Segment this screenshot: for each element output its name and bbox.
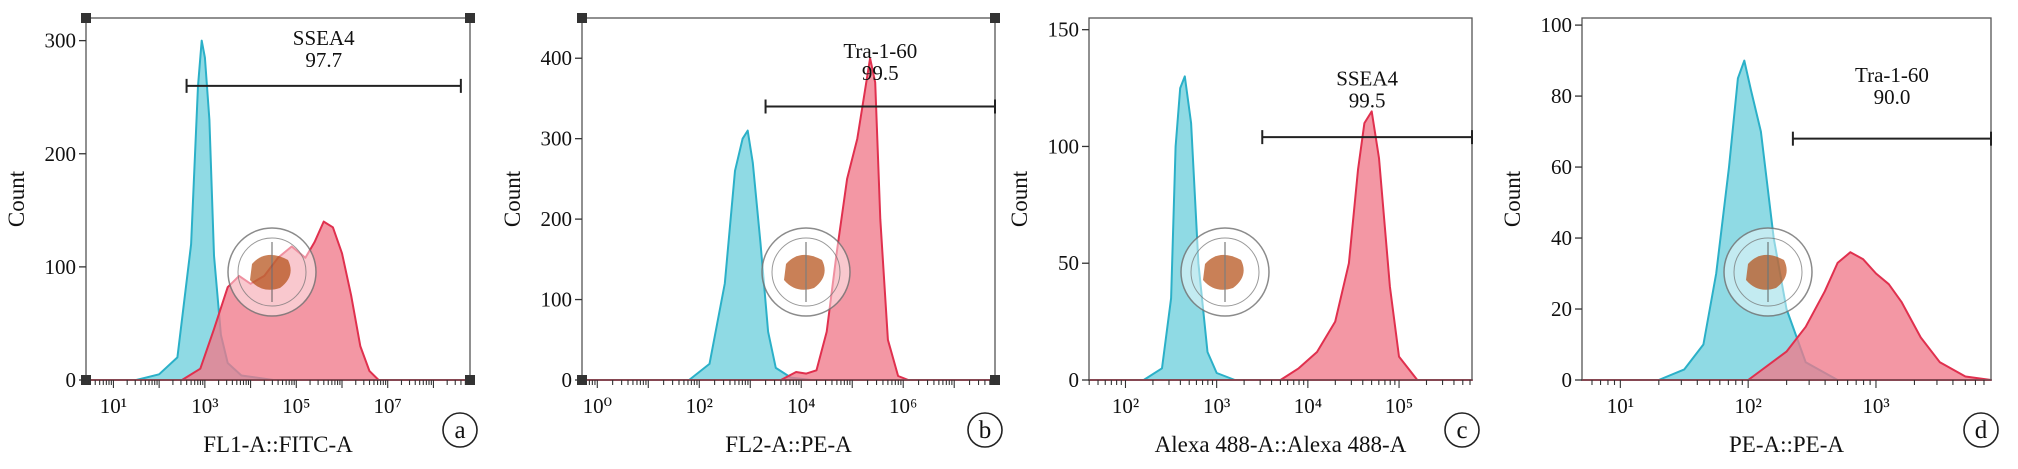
panel-label: b [979,417,992,444]
plot-frame [581,17,996,381]
y-tick-label: 100 [1048,134,1080,158]
gate-value: 99.5 [1349,89,1386,113]
histogram-stained-d [1581,251,1992,381]
histogram-stained-b [581,57,996,381]
seal-watermark-icon [227,227,317,317]
x-tick-label: 10⁷ [374,394,402,418]
y-tick-label: 80 [1551,84,1572,108]
gate-value: 90.0 [1874,85,1911,109]
gate-name: SSEA4 [1336,67,1398,91]
x-tick-label: 10⁴ [787,394,815,418]
y-tick-label: 0 [1562,368,1573,392]
y-tick-label: 100 [541,288,573,312]
y-tick-label: 400 [541,46,573,70]
y-tick-label: 100 [1541,13,1573,37]
histogram-stained-c [1088,110,1473,381]
y-tick-label: 100 [45,255,77,279]
panel-label: d [1975,417,1988,444]
histogram-control-d [1581,59,1992,381]
y-tick-label: 20 [1551,297,1572,321]
y-tick-label: 200 [541,207,573,231]
x-axis-label: FL2-A::PE-A [725,432,852,457]
plot-frame [1088,17,1473,381]
corner-handle [81,13,91,23]
x-tick-label: 10⁴ [1294,394,1322,418]
x-axis-label: FL1-A::FITC-A [203,432,353,457]
histogram-control-c [1088,75,1473,381]
x-tick-label: 10³ [191,394,218,418]
y-tick-label: 300 [541,127,573,151]
y-tick-label: 150 [1048,18,1080,42]
y-axis-label: Count [1500,170,1525,227]
seal-watermark-icon [1180,227,1270,317]
panel-label-circle [1963,412,1999,448]
seal-watermark-icon [1723,227,1813,317]
gate-value: 97.7 [305,48,342,72]
x-tick-label: 10⁵ [282,394,310,418]
x-tick-label: 10¹ [100,394,127,418]
gate-name: Tra-1-60 [843,39,917,63]
y-tick-label: 40 [1551,226,1572,250]
y-tick-label: 60 [1551,155,1572,179]
gate-value: 99.5 [862,61,899,85]
y-axis-label: Count [500,170,525,227]
x-tick-label: 10³ [1862,394,1889,418]
y-axis-label: Count [1007,170,1032,227]
corner-handle [990,13,1000,23]
x-axis-label: Alexa 488-A::Alexa 488-A [1155,432,1407,457]
panel-label: a [454,417,465,444]
gate-name: SSEA4 [293,26,355,50]
x-tick-label: 10³ [1203,394,1230,418]
x-axis-label: PE-A::PE-A [1729,432,1844,457]
panel-label-circle [1444,412,1480,448]
x-tick-label: 10¹ [1607,394,1634,418]
x-tick-label: 10² [1112,394,1139,418]
y-tick-label: 200 [45,142,77,166]
gate-name: Tra-1-60 [1855,63,1929,87]
corner-handle [465,13,475,23]
corner-handle [990,375,1000,385]
x-tick-label: 10⁵ [1385,394,1413,418]
y-tick-label: 0 [562,368,573,392]
y-tick-label: 50 [1058,251,1079,275]
corner-handle [465,375,475,385]
x-tick-label: 10⁰ [583,394,612,418]
histogram-stained-a [85,220,471,381]
panel-label: c [1456,417,1467,444]
corner-handle [577,13,587,23]
x-tick-label: 10² [686,394,713,418]
y-tick-label: 300 [45,29,77,53]
y-tick-label: 0 [66,368,77,392]
panel-label-circle [442,412,478,448]
seal-watermark-icon [761,227,851,317]
y-tick-label: 0 [1069,368,1080,392]
x-tick-label: 10⁶ [889,394,917,418]
panel-label-circle [967,412,1003,448]
y-axis-label: Count [4,170,29,227]
x-tick-label: 10² [1735,394,1762,418]
